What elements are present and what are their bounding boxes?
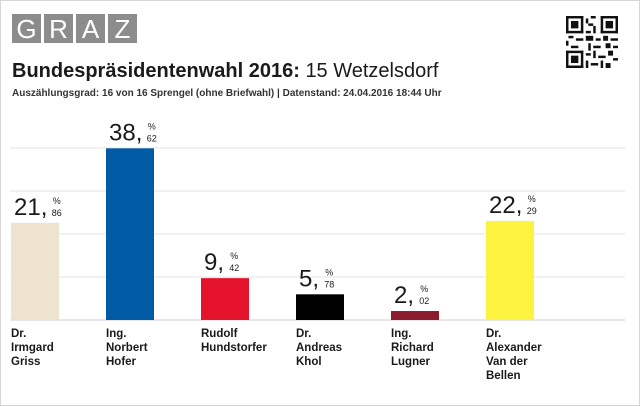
graz-logo: G R A Z bbox=[12, 14, 137, 44]
value-unit-3: % bbox=[325, 267, 333, 277]
candidate-label-5: Van der bbox=[486, 356, 528, 368]
value-decimals-4: 02 bbox=[419, 296, 429, 306]
value-unit-0: % bbox=[53, 196, 61, 206]
logo-letter: G bbox=[12, 14, 41, 44]
value-label-1: 38, bbox=[109, 119, 142, 146]
value-decimals-1: 62 bbox=[147, 133, 157, 143]
bar-3 bbox=[296, 294, 344, 320]
candidate-label-3: Khol bbox=[296, 356, 322, 368]
value-decimals-2: 42 bbox=[229, 263, 239, 273]
bar-chart: 21, % 86 Dr. Irmgard Griss 38, % 62 Ing. Norbert Ho… bbox=[10, 119, 625, 382]
candidate-label-3: Dr. bbox=[296, 328, 311, 340]
value-unit-4: % bbox=[420, 284, 428, 294]
value-label-4: 2, bbox=[394, 282, 414, 309]
logo-letter: R bbox=[44, 14, 73, 44]
bar-4 bbox=[391, 311, 439, 320]
value-unit-5: % bbox=[528, 194, 536, 204]
candidate-label-1: Hofer bbox=[106, 356, 137, 368]
count-status: Auszählungsgrad: 16 von 16 Sprengel (ohn… bbox=[12, 88, 442, 99]
candidate-label-0: Irmgard bbox=[11, 342, 54, 354]
bar-0 bbox=[11, 222, 59, 320]
value-label-2: 9, bbox=[204, 249, 224, 276]
logo-letter: Z bbox=[108, 14, 137, 44]
candidate-label-5: Bellen bbox=[486, 370, 521, 382]
value-unit-2: % bbox=[230, 251, 238, 261]
election-title: Bundespräsidentenwahl 2016: bbox=[12, 60, 300, 82]
candidate-label-3: Andreas bbox=[296, 342, 342, 354]
bar-5 bbox=[486, 220, 534, 320]
candidate-label-2: Rudolf bbox=[201, 328, 238, 340]
qr-code-icon bbox=[566, 16, 618, 68]
candidate-label-1: Ing. bbox=[106, 328, 126, 340]
candidate-label-2: Hundstorfer bbox=[201, 342, 267, 354]
candidate-label-5: Dr. bbox=[486, 328, 501, 340]
candidate-label-4: Richard bbox=[391, 342, 434, 354]
value-unit-1: % bbox=[148, 121, 156, 131]
value-label-5: 22, bbox=[489, 192, 522, 219]
candidate-label-0: Dr. bbox=[11, 328, 26, 340]
value-label-0: 21, bbox=[14, 194, 47, 221]
candidate-label-4: Lugner bbox=[391, 356, 430, 368]
district-name: 15 Wetzelsdorf bbox=[305, 60, 439, 82]
value-decimals-0: 86 bbox=[52, 208, 62, 218]
candidate-label-1: Norbert bbox=[106, 342, 148, 354]
value-decimals-3: 78 bbox=[324, 279, 334, 289]
bar-2 bbox=[201, 278, 249, 320]
candidate-label-4: Ing. bbox=[391, 328, 411, 340]
value-label-3: 5, bbox=[299, 265, 319, 292]
candidate-label-0: Griss bbox=[11, 356, 40, 368]
value-decimals-5: 29 bbox=[527, 206, 537, 216]
page-title: Bundespräsidentenwahl 2016: 15 Wetzelsdo… bbox=[12, 60, 438, 83]
logo-letter: A bbox=[76, 14, 105, 44]
bar-1 bbox=[106, 148, 154, 320]
candidate-label-5: Alexander bbox=[486, 342, 542, 354]
